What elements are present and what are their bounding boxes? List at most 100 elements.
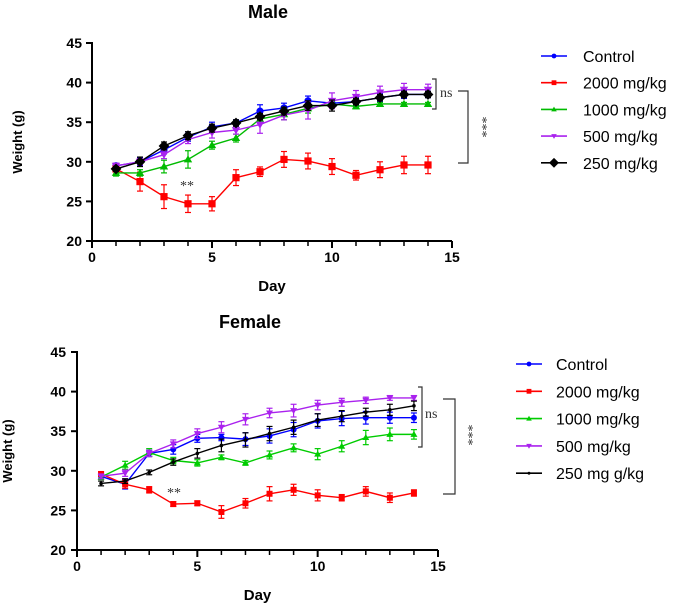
legend-label: 500 mg/kg	[556, 439, 631, 456]
data-point	[290, 486, 297, 493]
data-point	[121, 470, 129, 477]
data-point	[121, 461, 129, 468]
x-tick-label: 5	[193, 558, 201, 574]
data-point	[147, 470, 151, 475]
data-point	[422, 89, 434, 100]
legend-item: 1000 mg/kg	[516, 412, 640, 429]
y-tick-label: 45	[66, 35, 82, 51]
data-point	[241, 416, 249, 423]
data-point	[255, 121, 265, 129]
data-point	[217, 424, 225, 431]
data-point	[386, 494, 393, 501]
data-point	[145, 450, 153, 457]
y-tick-label: 30	[50, 463, 66, 479]
data-point	[182, 130, 194, 142]
legend-label: 250 mg g/kg	[556, 466, 644, 483]
series-line	[100, 473, 415, 513]
data-point	[314, 450, 322, 457]
data-point	[217, 453, 225, 460]
legend-marker	[551, 80, 557, 86]
legend-item: 250 mg g/kg	[516, 466, 644, 483]
legend-marker	[551, 106, 557, 112]
series-control	[98, 410, 417, 490]
chart-title: Male	[248, 2, 288, 22]
series-500-mg-kg	[111, 82, 433, 170]
data-point	[266, 451, 274, 458]
data-point	[159, 151, 169, 159]
data-point	[328, 162, 336, 171]
data-point	[386, 414, 393, 421]
data-point	[338, 494, 345, 501]
data-point	[171, 460, 176, 464]
data-point	[99, 481, 103, 486]
data-point	[195, 451, 200, 456]
ns-label: ns	[440, 86, 452, 101]
series-250-mg-kg	[110, 89, 434, 175]
data-point	[160, 193, 168, 201]
y-tick-label: 45	[50, 344, 66, 360]
data-point	[386, 395, 394, 402]
y-tick-label: 20	[66, 233, 82, 249]
y-axis-label: Weight (g)	[0, 419, 15, 482]
x-tick-label: 0	[88, 249, 96, 265]
series-control	[112, 89, 432, 170]
x-tick-label: 15	[444, 249, 460, 265]
legend-label: Control	[556, 357, 608, 374]
data-point	[376, 166, 384, 174]
data-point	[231, 133, 241, 142]
data-point	[193, 459, 201, 466]
data-point	[291, 425, 296, 430]
x-tick-label: 10	[310, 558, 326, 574]
series-line	[100, 405, 415, 485]
data-point	[110, 163, 122, 175]
x-tick-label: 5	[208, 249, 216, 265]
legend-item: 2000 mg/kg	[541, 76, 667, 93]
legend-item: 500 mg/kg	[541, 129, 658, 146]
data-point	[206, 122, 218, 134]
data-point	[134, 156, 146, 168]
significance-bracket	[458, 90, 469, 164]
data-point	[218, 508, 225, 515]
significance-stars: **	[180, 179, 194, 194]
y-tick-label: 30	[66, 154, 82, 170]
data-point	[280, 155, 288, 164]
data-point	[362, 488, 369, 495]
legend-marker	[549, 157, 559, 168]
data-point	[266, 410, 274, 417]
data-point	[230, 117, 242, 129]
data-point	[375, 99, 385, 107]
legend-marker	[526, 443, 532, 449]
data-point	[410, 395, 418, 402]
data-point	[314, 402, 322, 409]
data-point	[398, 89, 410, 100]
legend-marker	[526, 388, 532, 394]
data-point	[241, 459, 249, 466]
legend-item: 2000 mg/kg	[516, 384, 640, 401]
legend-item: 1000 mg/kg	[541, 102, 667, 119]
chart-male: Male 20 25 30 35 40 45 0 5 10 15 Day Weight (g) Contr…	[10, 2, 667, 295]
data-point	[362, 397, 370, 404]
data-point	[208, 200, 216, 208]
y-tick-label: 25	[66, 193, 82, 209]
legend-label: 2000 mg/kg	[556, 384, 640, 401]
data-point	[169, 441, 177, 448]
data-point	[242, 500, 249, 507]
data-point	[400, 161, 408, 169]
legend-label: 2000 mg/kg	[583, 76, 667, 93]
series-500-mg-kg	[97, 394, 418, 480]
x-axis-label: Day	[258, 278, 286, 295]
data-point	[207, 140, 217, 149]
significance-stars: **	[167, 486, 181, 501]
series-line	[100, 433, 414, 478]
data-point	[410, 414, 417, 421]
data-point	[386, 430, 394, 437]
series-2000-mg-kg	[112, 150, 432, 214]
data-point	[423, 99, 433, 107]
legend-label: Control	[583, 49, 635, 66]
x-tick-label: 0	[73, 558, 81, 574]
data-point	[232, 174, 240, 182]
data-point	[424, 161, 432, 169]
chart-female: Female 20 25 30 35 40 45 0 5 10 15 Day Weight (g) Con…	[0, 312, 644, 604]
ns-bracket	[432, 78, 437, 110]
